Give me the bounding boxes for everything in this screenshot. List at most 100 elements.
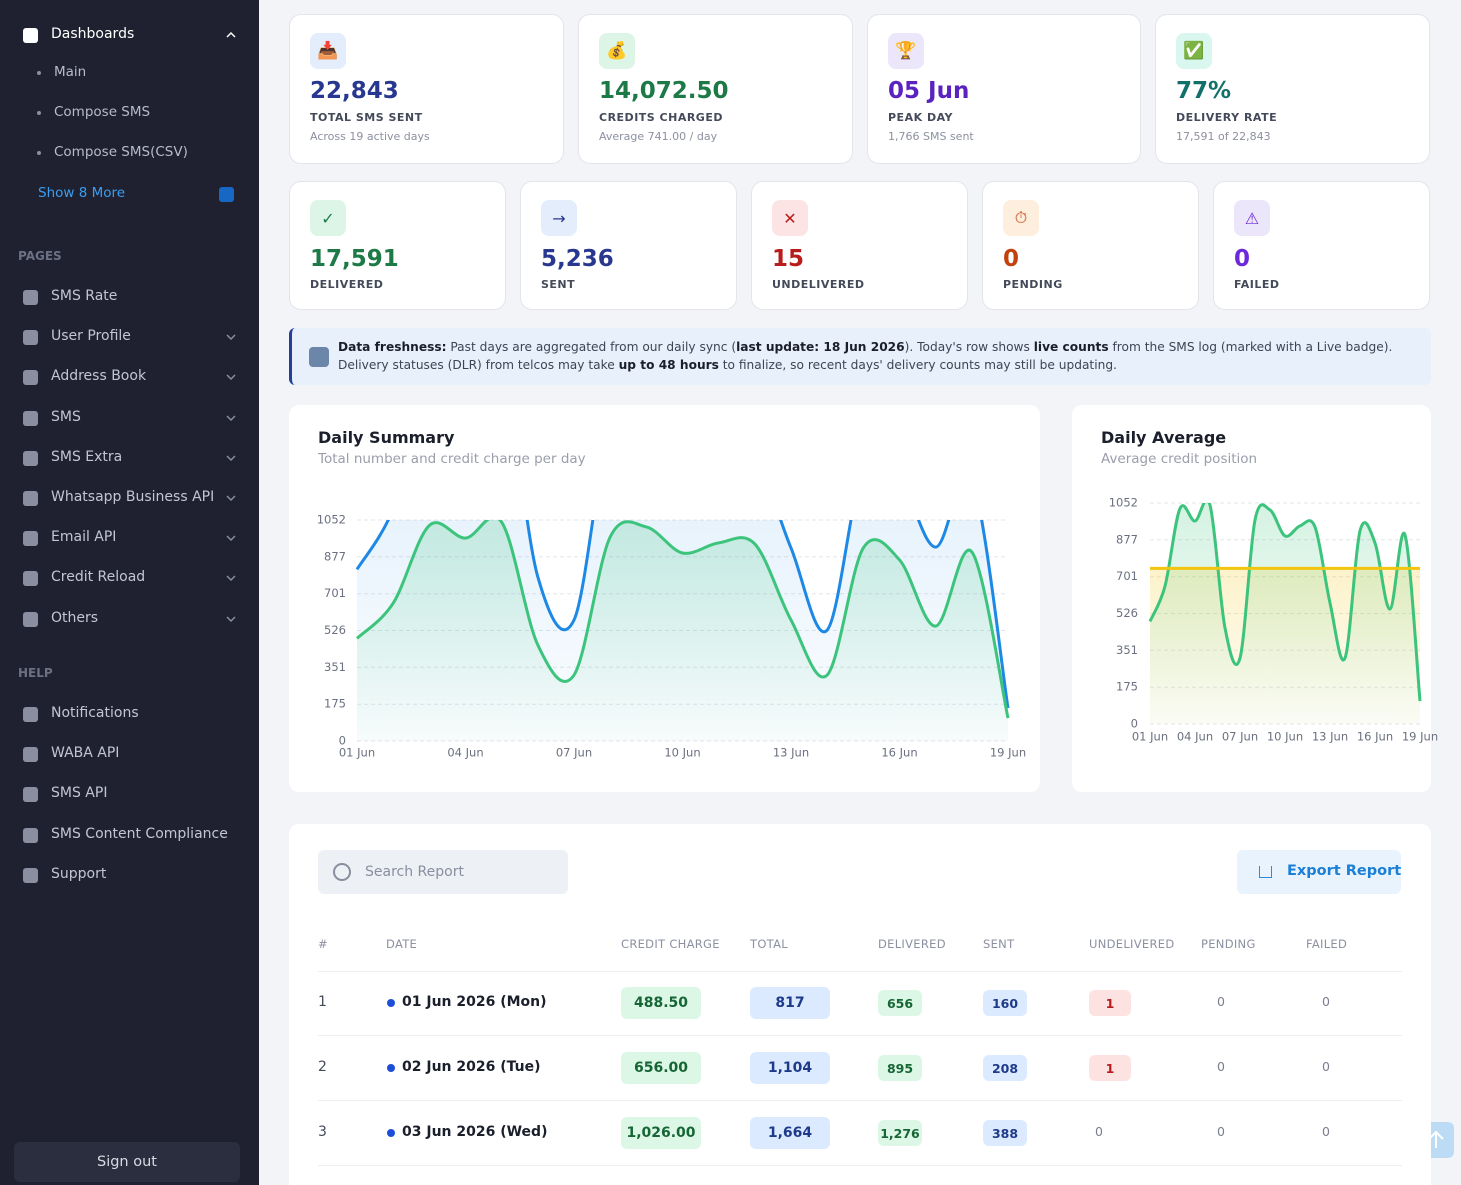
date: 03 Jun 2026 (Wed) [402, 1124, 548, 1140]
stat-card: ✅ 77% DELIVERY RATE 17,591 of 22,843 [1155, 14, 1430, 164]
badge: 1 [1089, 990, 1131, 1016]
badge: 1,026.00 [621, 1117, 701, 1149]
chevron [226, 374, 236, 381]
badge: 1,104 [750, 1052, 830, 1084]
menu-item[interactable]: WABA API [51, 745, 120, 762]
menu-item[interactable]: Credit Reload [51, 569, 146, 586]
stat-label: DELIVERY RATE [1176, 111, 1278, 124]
menu-item[interactable]: Address Book [51, 368, 147, 385]
chart-card: Daily Summary Total number and credit cha… [289, 405, 1040, 792]
badge: 656.00 [621, 1052, 701, 1084]
menu-icon [23, 611, 38, 627]
cell: 0 [1217, 994, 1225, 1009]
menu-icon [23, 827, 38, 843]
cell: 0 [1322, 1124, 1330, 1139]
status-value: 5,236 [541, 246, 614, 272]
menu-icon [23, 290, 38, 305]
menu-icon [23, 330, 38, 346]
column-header: CREDIT CHARGE [621, 937, 720, 951]
badge: 208 [983, 1055, 1027, 1081]
bullet [37, 71, 41, 75]
menu-item[interactable]: Email API [51, 529, 117, 546]
submenu-item[interactable]: Main [54, 64, 87, 80]
date-dot [387, 999, 395, 1007]
plus-icon[interactable] [219, 187, 234, 202]
status-label: PENDING [1003, 278, 1063, 291]
notice-segment: Past days are aggregated from our daily … [446, 340, 737, 354]
cell: 0 [1322, 994, 1330, 1009]
stat-icon: 📥 [310, 33, 346, 69]
badge: 388 [983, 1120, 1027, 1146]
menu-item[interactable]: SMS Extra [51, 448, 123, 465]
notice-segment: ). Today's row shows [904, 340, 1034, 354]
notice-text: Data freshness: Past days are aggregated… [338, 338, 1408, 374]
menu-item[interactable]: Support [51, 865, 107, 882]
search-placeholder: Search Report [365, 864, 464, 880]
menu-icon [23, 450, 38, 466]
stat-icon: 🏆 [888, 33, 924, 69]
stat-icon: ✅ [1176, 33, 1212, 69]
menu-item[interactable]: Others [51, 609, 99, 626]
menu-icon [23, 491, 38, 506]
stat-value: 77% [1176, 78, 1232, 104]
stat-label: PEAK DAY [888, 111, 953, 124]
menu-icon [23, 28, 38, 43]
chevron [226, 455, 236, 461]
status-icon: → [541, 200, 577, 236]
section-title: PAGES [18, 249, 62, 263]
submenu-item[interactable]: Compose SMS [54, 104, 151, 120]
status-value: 0 [1003, 246, 1020, 272]
menu-item[interactable]: SMS API [51, 785, 108, 802]
stat-label: CREDITS CHARGED [599, 111, 723, 124]
stat-sub: 17,591 of 22,843 [1176, 130, 1271, 143]
menu-item[interactable]: User Profile [51, 328, 131, 345]
chevron [226, 616, 236, 622]
chart-title: Daily Summary [318, 428, 455, 447]
column-header: FAILED [1306, 937, 1348, 951]
cell: 0 [1217, 1059, 1225, 1074]
notice: Data freshness: Past days are aggregated… [289, 328, 1431, 385]
status-icon: ⚠ [1234, 200, 1270, 236]
chevron [226, 535, 236, 542]
status-icon: ✓ [310, 200, 346, 236]
menu-icon [23, 747, 38, 763]
notice-segment: to finalize, so recent days' delivery co… [718, 358, 1117, 372]
badge: 160 [983, 990, 1027, 1016]
export-button[interactable]: Export Report [1237, 850, 1401, 894]
badge: 656 [878, 990, 922, 1016]
export-icon [1259, 866, 1272, 878]
menu-item[interactable]: SMS [51, 408, 81, 425]
column-header: UNDELIVERED [1089, 937, 1175, 951]
status-card: ⏱ 0 PENDING [982, 181, 1199, 310]
chart-title: Daily Average [1101, 428, 1227, 447]
menu-item[interactable]: Notifications [51, 705, 139, 721]
date-dot [387, 1064, 395, 1072]
menu-item[interactable]: SMS Content Compliance [51, 825, 228, 842]
sidebar: Dashboards Main Compose SMS Compose SMS(CSV… [0, 0, 259, 1185]
menu-item[interactable]: Whatsapp Business API [51, 489, 215, 505]
search-icon [333, 863, 351, 881]
menu-icon [23, 867, 38, 883]
status-card: ✓ 17,591 DELIVERED [289, 181, 506, 310]
badge: 1,664 [750, 1117, 830, 1149]
stat-value: 14,072.50 [599, 78, 729, 104]
stat-card: 🏆 05 Jun PEAK DAY 1,766 SMS sent [867, 14, 1141, 164]
show-more[interactable]: Show 8 More [38, 185, 126, 201]
menu-item[interactable]: Dashboards [51, 26, 135, 42]
status-card: ✕ 15 UNDELIVERED [751, 181, 968, 310]
stat-value: 22,843 [310, 78, 399, 104]
cell: 0 [1095, 1124, 1103, 1139]
chevron [226, 31, 236, 38]
column-header: PENDING [1201, 937, 1256, 951]
search-box[interactable]: Search Report [318, 850, 568, 894]
submenu-item[interactable]: Compose SMS(CSV) [54, 144, 188, 160]
status-label: SENT [541, 278, 576, 291]
menu-item[interactable]: SMS Rate [51, 288, 118, 304]
chevron [226, 334, 236, 341]
bullet [37, 111, 41, 115]
table-card: Search Report Export Report # DATE CREDIT CH… [289, 824, 1431, 1185]
sign-out[interactable]: Sign out [14, 1142, 240, 1182]
chevron [226, 575, 236, 582]
stat-value: 05 Jun [888, 78, 970, 104]
